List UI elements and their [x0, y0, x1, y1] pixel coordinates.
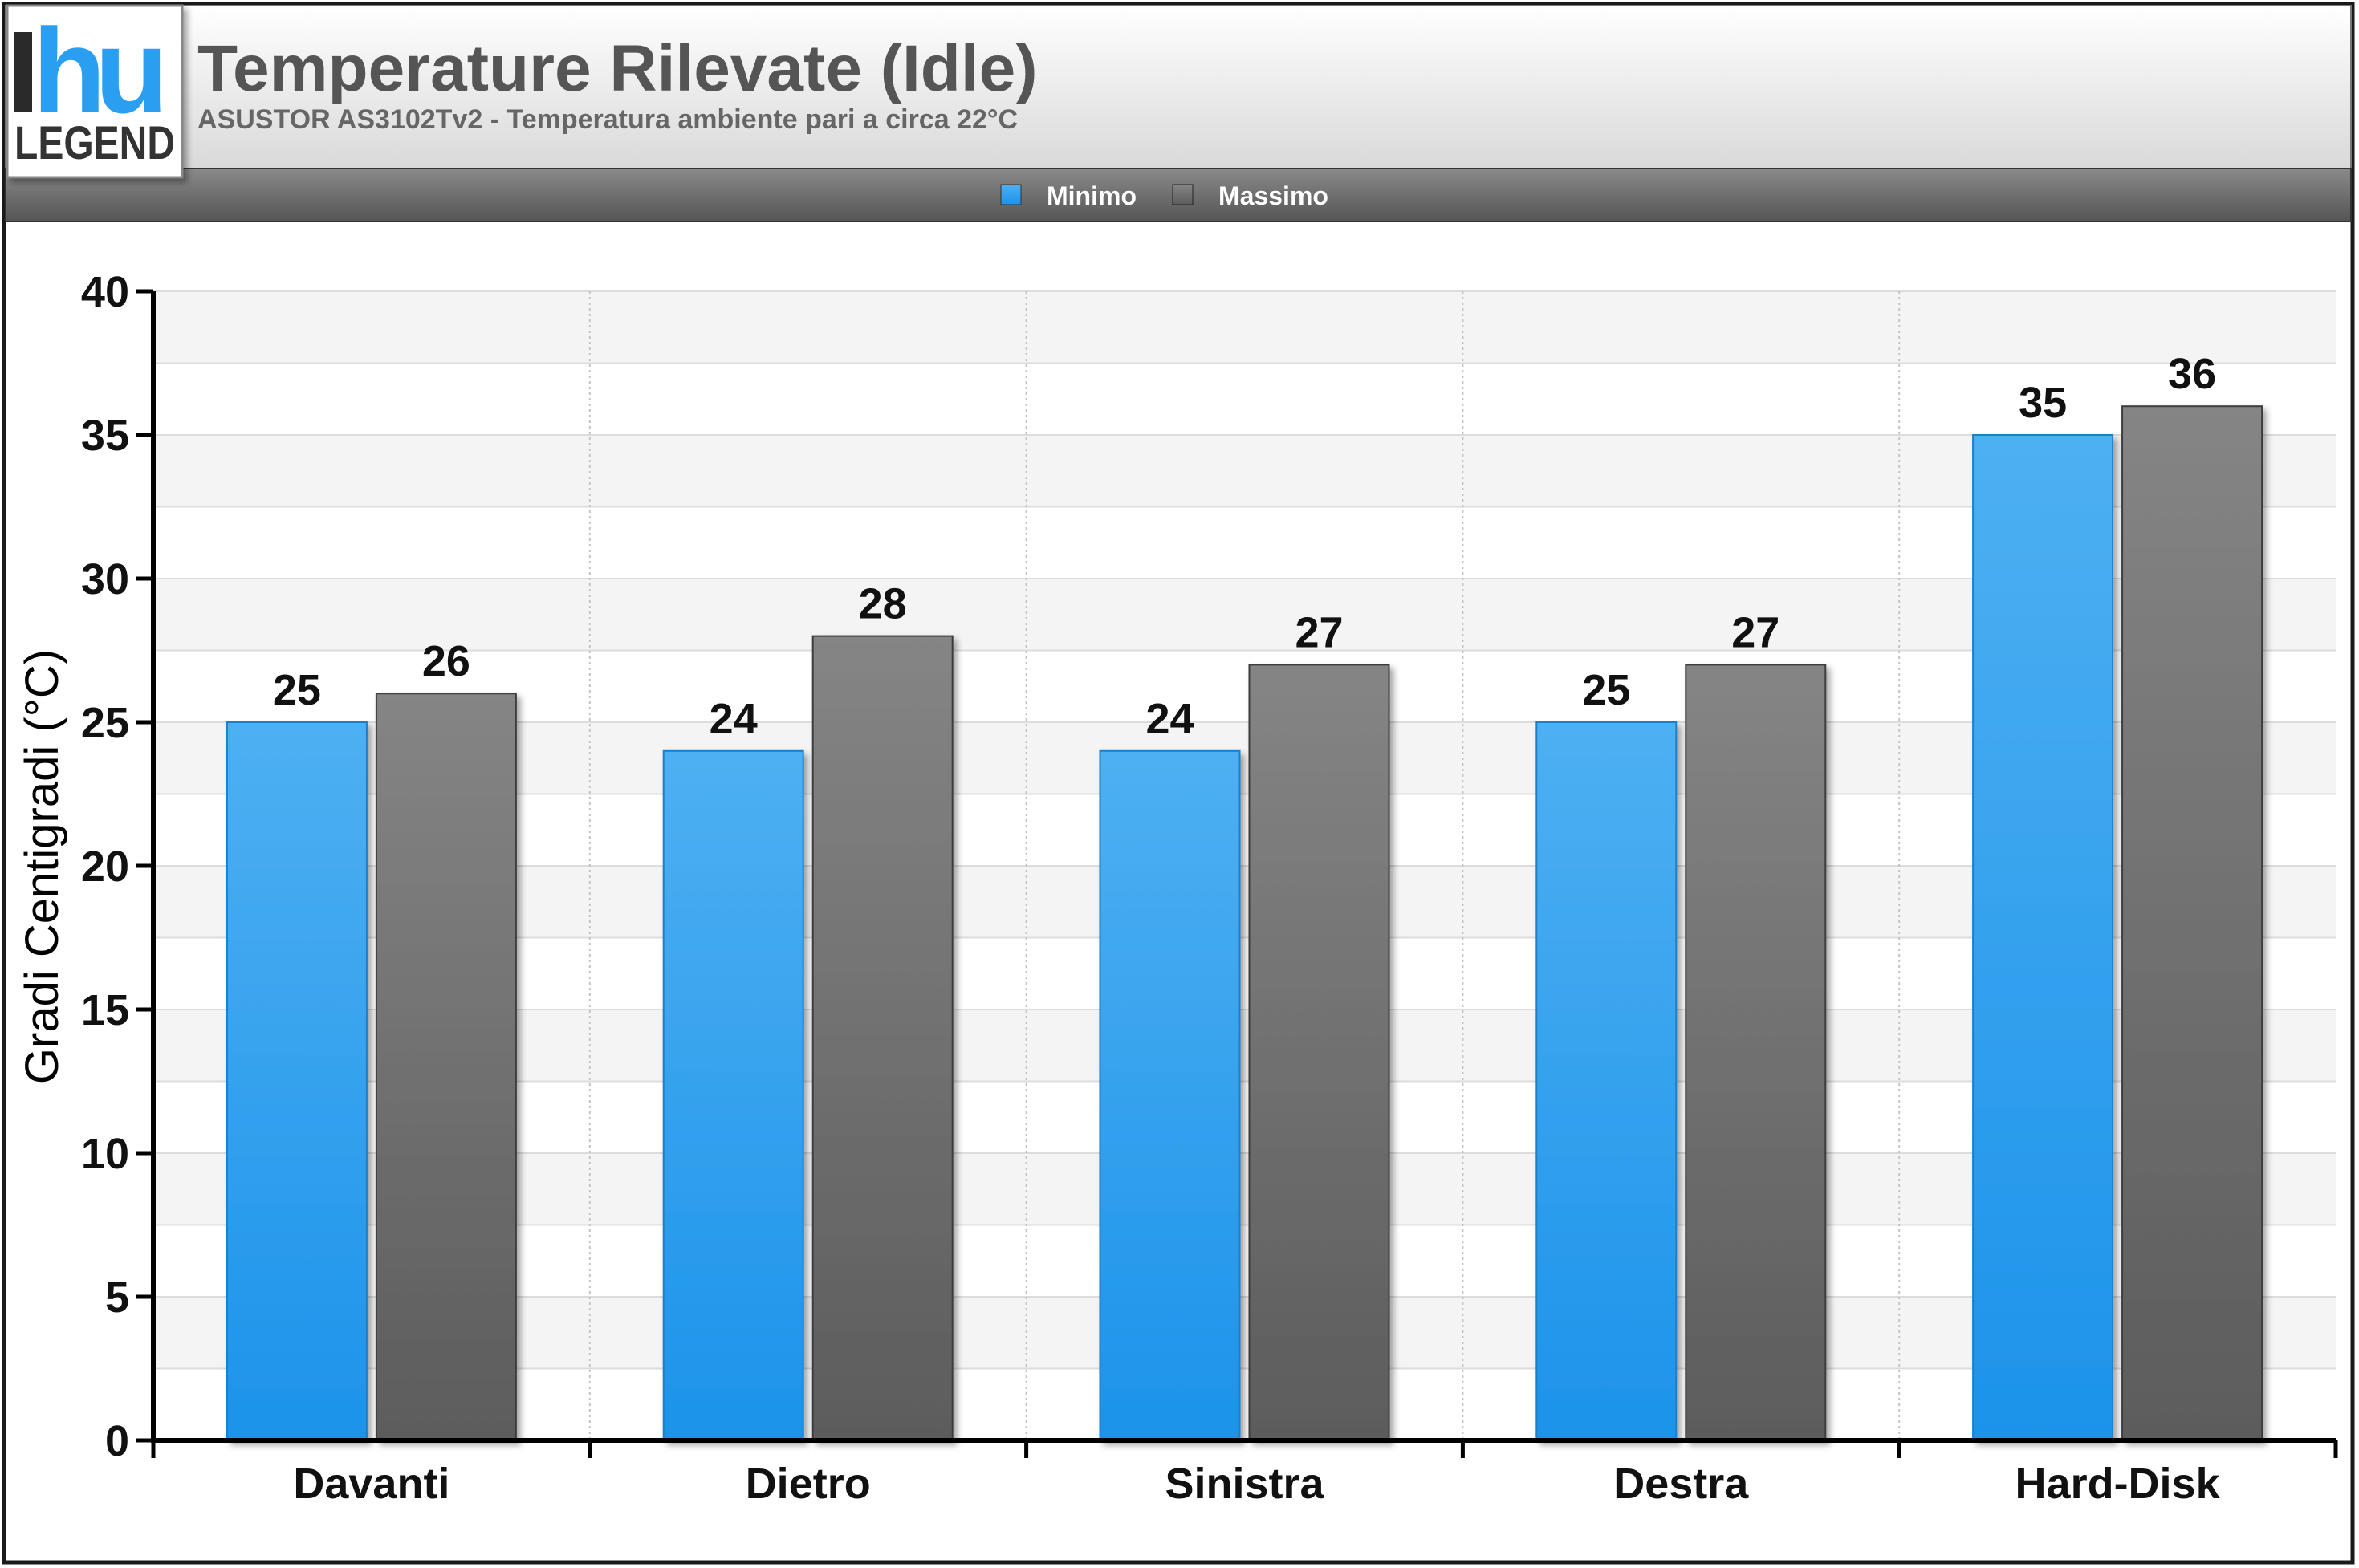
logo-mark-stroke: [14, 32, 32, 112]
legend-label-massimo: Massimo: [1218, 181, 1328, 210]
plot-bands: [153, 291, 2336, 1369]
bar-minimo-destra[interactable]: [1535, 721, 1678, 1441]
data-label: 25: [1582, 666, 1630, 714]
data-label: 35: [2019, 379, 2067, 427]
bar-massimo-dietro[interactable]: [811, 635, 954, 1441]
data-label: 36: [2168, 350, 2216, 398]
y-tick-label: 20: [81, 843, 129, 891]
grid-band: [153, 866, 2336, 938]
grid-band: [153, 1009, 2336, 1082]
data-label: 25: [273, 666, 321, 714]
grid-band: [153, 291, 2336, 364]
x-tick-label: Dietro: [746, 1460, 871, 1508]
bar-massimo-davanti[interactable]: [375, 693, 517, 1441]
plot-labels: 25 26 Davanti 24 28 Dietro 24 27 Sinistra 25 27 Des…: [81, 268, 2221, 1508]
chart-title: Temperature Rilevate (Idle): [197, 32, 1038, 105]
y-tick-label: 40: [81, 268, 129, 316]
legend-swatch-massimo: [1172, 184, 1194, 205]
data-label: 27: [1731, 608, 1779, 656]
bar-minimo-hard-disk[interactable]: [1972, 434, 2114, 1441]
y-tick-label: 0: [105, 1417, 129, 1465]
logo-mark: hu: [32, 3, 161, 138]
logo-text: LEGEND: [14, 117, 175, 169]
bar-minimo-dietro[interactable]: [662, 749, 804, 1441]
legend-item-minimo[interactable]: Minimo: [1000, 181, 1137, 210]
y-tick-label: 35: [81, 412, 129, 460]
plot-axes: [136, 289, 2338, 1458]
y-tick-label: 25: [81, 699, 129, 747]
plot-bars: [226, 405, 2263, 1442]
legend-item-massimo[interactable]: Massimo: [1172, 181, 1328, 210]
bar-massimo-hard-disk[interactable]: [2121, 405, 2263, 1442]
logo-box: [6, 4, 184, 179]
x-tick-label: Davanti: [293, 1460, 449, 1508]
plot-grid: [153, 290, 2336, 1440]
legend: Minimo Massimo: [1000, 181, 1328, 210]
grid-band: [153, 722, 2336, 794]
x-tick-label: Sinistra: [1165, 1460, 1324, 1508]
bar-massimo-sinistra[interactable]: [1248, 664, 1390, 1441]
y-tick-label: 5: [105, 1273, 129, 1322]
logo: hu LEGEND: [6, 3, 184, 179]
header-band: [5, 5, 2352, 169]
legend-swatch-minimo: [1000, 184, 1022, 205]
x-tick-label: Hard-Disk: [2015, 1460, 2221, 1508]
grid-band: [153, 435, 2336, 507]
grid-band: [153, 1153, 2336, 1225]
grid-band: [153, 579, 2336, 651]
data-label: 28: [859, 580, 907, 628]
data-label: 27: [1295, 608, 1343, 656]
data-label: 26: [422, 637, 470, 685]
data-label: 24: [710, 695, 758, 743]
data-label: 24: [1145, 695, 1194, 743]
y-tick-label: 30: [81, 555, 129, 603]
bar-minimo-davanti[interactable]: [226, 721, 368, 1441]
legend-label-minimo: Minimo: [1047, 181, 1137, 210]
bar-massimo-destra[interactable]: [1685, 664, 1827, 1441]
bar-minimo-sinistra[interactable]: [1099, 749, 1241, 1441]
y-axis-title: Gradi Centigradi (°C): [16, 649, 68, 1084]
x-tick-label: Destra: [1613, 1460, 1749, 1508]
grid-band: [153, 1297, 2336, 1369]
y-tick-label: 10: [81, 1130, 129, 1178]
y-tick-label: 15: [81, 986, 129, 1034]
chart-subtitle: ASUSTOR AS3102Tv2 - Temperatura ambiente…: [197, 104, 1018, 135]
